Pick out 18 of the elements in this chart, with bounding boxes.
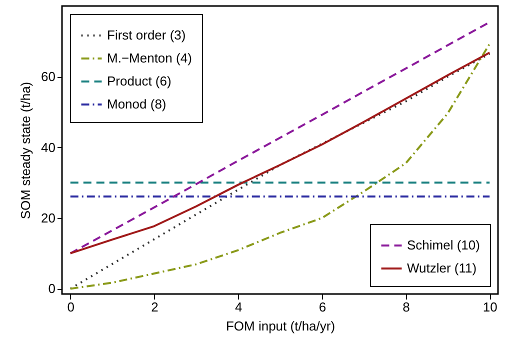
x-tick-label: 2 (151, 300, 158, 314)
y-tick-label: 20 (41, 210, 56, 226)
y-axis-title: SOM steady state (t/ha) (18, 82, 34, 220)
legend-label: First order (3) (107, 28, 186, 42)
legend-label: M.−Menton (4) (107, 50, 192, 66)
y-tick-label: 60 (41, 69, 56, 84)
legend-label: Schimel (10) (407, 238, 480, 252)
x-tick-label: 8 (402, 300, 410, 314)
legend-label: Product (6) (107, 74, 172, 88)
x-tick-label: 0 (67, 300, 74, 314)
legend-label: Wutzler (11) (407, 260, 477, 276)
x-tick-label: 6 (318, 300, 326, 314)
x-tick-label: 10 (482, 300, 498, 314)
legend-label: Monod (8) (107, 96, 166, 112)
x-tick-label: 4 (234, 300, 242, 314)
x-axis-title: FOM input (t/ha/yr) (226, 318, 336, 334)
y-tick-label: 40 (41, 140, 56, 155)
y-tick-label: 0 (48, 281, 56, 296)
